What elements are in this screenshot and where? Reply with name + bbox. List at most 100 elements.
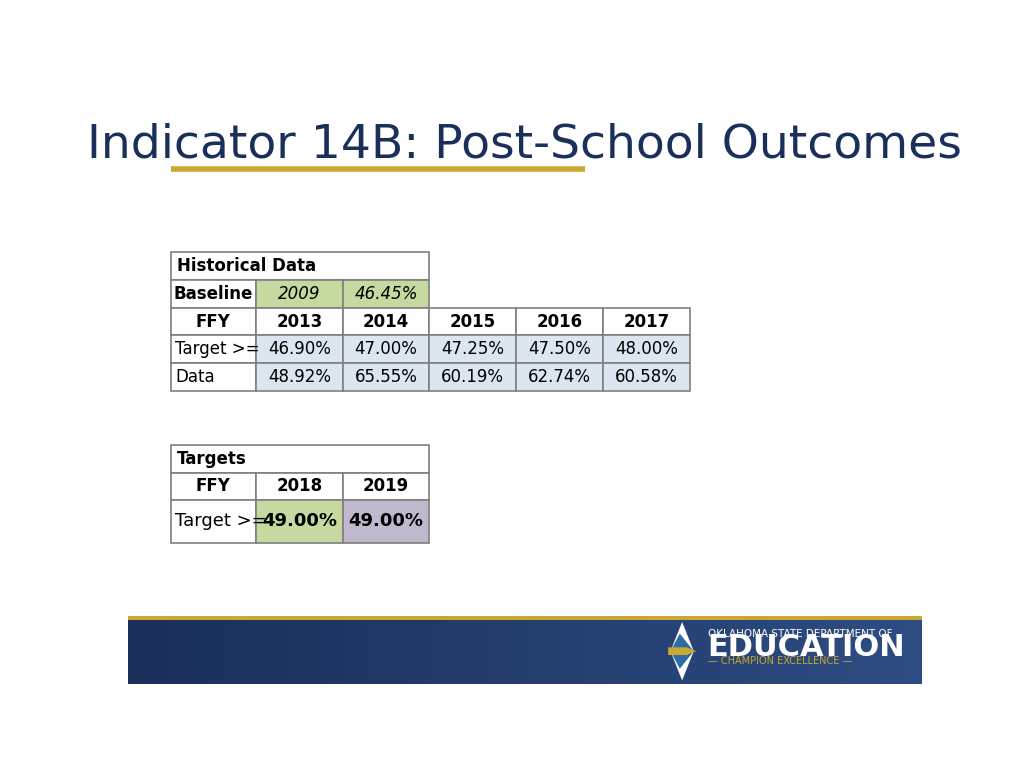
Bar	[516, 336, 603, 363]
Bar	[171, 308, 256, 336]
Bar	[346, 616, 367, 684]
Bar	[343, 472, 429, 500]
Text: 2014: 2014	[362, 313, 410, 330]
Bar	[171, 445, 429, 472]
Text: 60.19%: 60.19%	[441, 368, 505, 386]
Bar	[187, 616, 208, 684]
Bar	[327, 616, 347, 684]
Text: Targets: Targets	[177, 450, 247, 468]
Bar	[227, 616, 248, 684]
Bar	[429, 363, 516, 391]
Bar	[247, 616, 267, 684]
Bar	[386, 616, 407, 684]
Bar	[644, 616, 665, 684]
Text: 48.92%: 48.92%	[267, 368, 331, 386]
Bar	[603, 308, 690, 336]
Bar	[703, 616, 724, 684]
Bar	[267, 616, 288, 684]
Bar	[545, 616, 565, 684]
Bar	[147, 616, 169, 684]
Text: 2018: 2018	[276, 478, 323, 495]
Bar	[171, 472, 256, 500]
Text: 47.00%: 47.00%	[354, 340, 418, 359]
Bar	[171, 500, 256, 543]
Polygon shape	[671, 622, 693, 680]
Bar	[256, 308, 343, 336]
Bar	[171, 280, 256, 308]
Text: 46.45%: 46.45%	[354, 285, 418, 303]
Bar	[624, 616, 645, 684]
Bar	[256, 472, 343, 500]
Bar	[723, 616, 743, 684]
Bar	[207, 616, 228, 684]
Bar	[343, 363, 429, 391]
Text: 60.58%: 60.58%	[615, 368, 678, 386]
Bar	[603, 363, 690, 391]
Bar	[763, 616, 783, 684]
Bar	[343, 280, 429, 308]
Text: Target >=: Target >=	[175, 340, 260, 359]
Text: 48.00%: 48.00%	[615, 340, 678, 359]
Text: 49.00%: 49.00%	[262, 512, 337, 531]
Text: 47.50%: 47.50%	[528, 340, 591, 359]
Bar	[406, 616, 426, 684]
Text: 2013: 2013	[276, 313, 323, 330]
Polygon shape	[671, 634, 693, 669]
Text: 2016: 2016	[537, 313, 583, 330]
Text: — CHAMPION EXCELLENCE —: — CHAMPION EXCELLENCE —	[708, 656, 852, 666]
Bar	[505, 616, 525, 684]
Bar	[822, 616, 843, 684]
Bar	[128, 616, 148, 684]
Text: 49.00%: 49.00%	[348, 512, 424, 531]
Bar	[343, 500, 429, 543]
Bar	[128, 616, 922, 620]
Bar	[803, 616, 823, 684]
Text: 2009: 2009	[279, 285, 321, 303]
Bar	[516, 308, 603, 336]
Bar	[256, 280, 343, 308]
Bar	[171, 253, 429, 280]
Text: 62.74%: 62.74%	[528, 368, 591, 386]
Polygon shape	[669, 647, 696, 655]
Text: 65.55%: 65.55%	[354, 368, 418, 386]
Bar	[429, 336, 516, 363]
Bar	[782, 616, 804, 684]
Bar	[168, 616, 188, 684]
Text: FFY: FFY	[196, 313, 230, 330]
Bar	[306, 616, 328, 684]
Bar	[516, 363, 603, 391]
Bar	[429, 308, 516, 336]
Bar	[287, 616, 307, 684]
Bar	[426, 616, 446, 684]
Bar	[171, 336, 256, 363]
Text: FFY: FFY	[196, 478, 230, 495]
Text: Data: Data	[175, 368, 215, 386]
Text: 46.90%: 46.90%	[268, 340, 331, 359]
Bar	[465, 616, 486, 684]
Bar	[604, 616, 625, 684]
Bar	[664, 616, 684, 684]
Text: EDUCATION: EDUCATION	[708, 633, 905, 662]
Bar	[902, 616, 923, 684]
Bar	[445, 616, 466, 684]
Bar	[367, 616, 387, 684]
Text: 2019: 2019	[362, 478, 410, 495]
Text: Baseline: Baseline	[173, 285, 253, 303]
Bar	[524, 616, 546, 684]
Bar	[862, 616, 883, 684]
Bar	[603, 336, 690, 363]
Bar	[882, 616, 902, 684]
Bar	[585, 616, 605, 684]
Bar	[256, 336, 343, 363]
Bar	[256, 363, 343, 391]
Text: 2015: 2015	[450, 313, 496, 330]
Text: 47.25%: 47.25%	[441, 340, 505, 359]
Bar	[684, 616, 705, 684]
Text: Target >=: Target >=	[175, 512, 267, 531]
Bar	[343, 336, 429, 363]
Bar	[564, 616, 585, 684]
Bar	[842, 616, 863, 684]
Bar	[343, 308, 429, 336]
Text: Indicator 14B: Post-School Outcomes: Indicator 14B: Post-School Outcomes	[87, 122, 963, 167]
Bar	[743, 616, 764, 684]
